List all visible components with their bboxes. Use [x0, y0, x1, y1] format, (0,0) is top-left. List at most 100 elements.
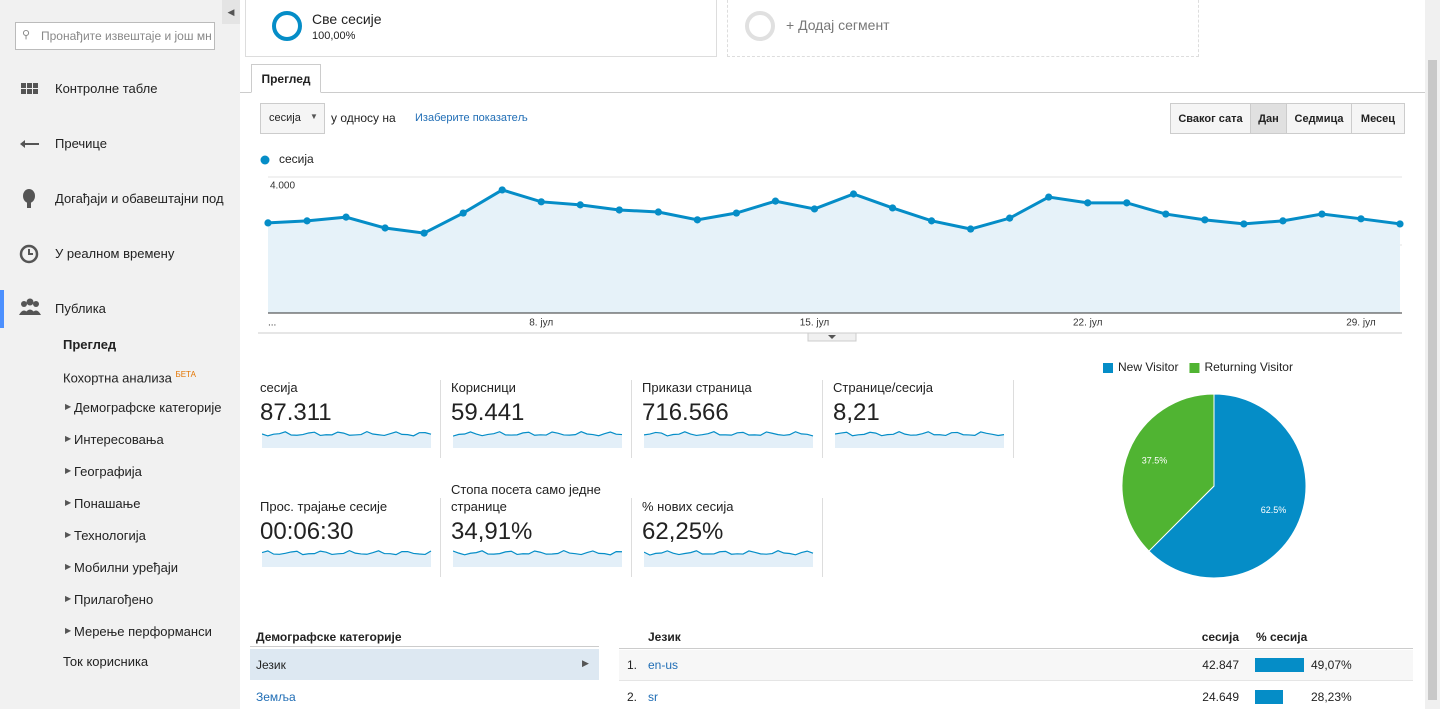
metric-tile[interactable]: % нових сесија 62,25%	[642, 484, 822, 574]
metric-tile[interactable]: Прос. трајање сесије 00:06:30	[260, 484, 440, 574]
subnav-item[interactable]: Кохортна анализа БЕТА	[63, 367, 196, 386]
expand-arrow: ▶	[65, 626, 72, 635]
expand-arrow	[828, 335, 836, 339]
x-tick-label: 22. јул	[1073, 318, 1103, 329]
table-header: сесија	[1201, 630, 1239, 644]
point	[1318, 210, 1326, 218]
demographics-header: Демографске категорије	[256, 630, 402, 644]
period-button[interactable]: Сваког сата	[1170, 103, 1251, 134]
tile-separator	[631, 380, 632, 458]
subnav-group[interactable]: Прилагођено	[74, 592, 154, 607]
sparkline	[835, 431, 1005, 448]
demographics-row[interactable]: Земља	[256, 690, 296, 704]
point	[1357, 215, 1365, 223]
row-language[interactable]: en-us	[648, 658, 679, 672]
point	[537, 198, 545, 206]
beta-badge: БЕТА	[175, 370, 197, 379]
sparkline	[262, 430, 432, 448]
metric-tile[interactable]: Прикази страница 716.566	[642, 365, 822, 455]
subnav-group[interactable]: Понашање	[74, 496, 141, 511]
point	[967, 225, 975, 233]
tab-line	[240, 92, 1425, 93]
segment-card[interactable]: Све сесије 100,00%	[245, 0, 717, 57]
subnav-group[interactable]: Географија	[74, 464, 142, 479]
scrollbar-thumb[interactable]	[1428, 60, 1437, 700]
subnav-group[interactable]: Технологија	[74, 528, 146, 543]
point	[264, 219, 272, 227]
dropdown-label: сесија	[269, 112, 301, 124]
expand-arrow: ▶	[65, 434, 72, 443]
metric-value: 716.566	[642, 399, 729, 426]
expand-arrow: ▶	[65, 530, 72, 539]
pie-chart: 62.5% New Visitor 37.5% Returning Visitor	[1103, 360, 1307, 579]
subnav-group[interactable]: Интересовања	[74, 432, 164, 447]
subnav-label: Кохортна анализа	[63, 370, 172, 386]
legend-label: New Visitor	[1118, 360, 1178, 374]
segment-ring	[272, 11, 302, 41]
tile-separator	[822, 380, 823, 458]
search-box[interactable]: ⚲ Пронађите извештаје и још мн	[15, 22, 215, 50]
add-segment[interactable]: + Додај сегмент	[727, 0, 1199, 57]
header-line	[619, 648, 1413, 649]
row-percent: 49,07%	[1311, 658, 1352, 672]
point	[927, 217, 936, 225]
point	[771, 197, 780, 205]
nav-item[interactable]: Догађаји и обавештајни под	[55, 191, 224, 206]
metric-tile[interactable]: Странице/сесија 8,21	[833, 365, 1013, 455]
point	[732, 209, 741, 217]
sparkline-line	[262, 430, 432, 437]
nav-item[interactable]: Контролне табле	[55, 81, 158, 96]
line	[267, 188, 1401, 235]
subnav-group[interactable]: Мерење перформанси	[74, 624, 212, 639]
point	[1006, 214, 1014, 222]
metric-label: % нових сесија	[642, 499, 734, 514]
metric-tile[interactable]: Корисници 59.441	[451, 365, 631, 455]
sparkline-area	[453, 431, 622, 448]
pick-metric-link[interactable]: Изаберите показатељ	[415, 112, 528, 124]
nav-item[interactable]: Публика	[55, 301, 106, 316]
selected-row[interactable]: Језик ▶	[250, 649, 599, 680]
pie-slice	[1121, 393, 1215, 552]
scrollbar	[1425, 0, 1440, 709]
percent-bar	[1255, 690, 1284, 704]
metric-value: 00:06:30	[260, 518, 354, 545]
expand-arrow: ▶	[65, 594, 72, 603]
table-header: % сесија	[1256, 630, 1308, 644]
sparkline	[262, 549, 432, 567]
x-tick-label: 8. јул	[529, 318, 553, 329]
point	[342, 213, 350, 221]
metric-label: Корисници	[451, 380, 516, 395]
subnav-item[interactable]: Ток корисника	[63, 654, 149, 669]
sparkline-area	[835, 431, 1004, 448]
subnav-group[interactable]: Мобилни уређаји	[74, 560, 178, 575]
period-button[interactable]: Седмица	[1286, 103, 1352, 134]
add-segment-label: + Додај сегмент	[786, 17, 890, 33]
point	[1201, 216, 1209, 224]
point	[498, 186, 506, 194]
nav-item[interactable]: Пречице	[55, 136, 107, 151]
sparkline-line	[453, 430, 623, 437]
subnav-group[interactable]: Демографске категорије	[74, 400, 222, 415]
search-icon: ⚲	[22, 29, 31, 41]
metric-dropdown[interactable]: сесија ▼	[260, 103, 325, 134]
sparkline-line	[453, 549, 623, 556]
metric-label: сесија	[260, 380, 298, 395]
tab[interactable]: Преглед	[251, 64, 321, 93]
point	[693, 216, 701, 224]
metric-tile[interactable]: Стопа посета само једне странице 34,91%	[451, 482, 631, 574]
subnav-active[interactable]: Преглед	[63, 337, 117, 352]
nav-item[interactable]: У реалном времену	[55, 246, 175, 261]
sidebar	[0, 0, 240, 709]
x-tick-label: 29. јул	[1346, 318, 1376, 329]
demographics-row: Језик	[256, 658, 286, 672]
row-sessions: 24.649	[1202, 690, 1239, 704]
period-button[interactable]: Дан	[1250, 103, 1287, 134]
metric-value: 34,91%	[451, 518, 533, 545]
percent-bar	[1255, 658, 1305, 672]
metric-label: Прос. трајање сесије	[260, 499, 388, 514]
sparkline-line	[262, 549, 432, 556]
metric-tile[interactable]: сесија 87.311	[260, 365, 440, 455]
period-button[interactable]: Месец	[1351, 103, 1405, 134]
row-language[interactable]: sr	[648, 690, 658, 704]
collapse-button[interactable]: ◀	[222, 0, 240, 24]
